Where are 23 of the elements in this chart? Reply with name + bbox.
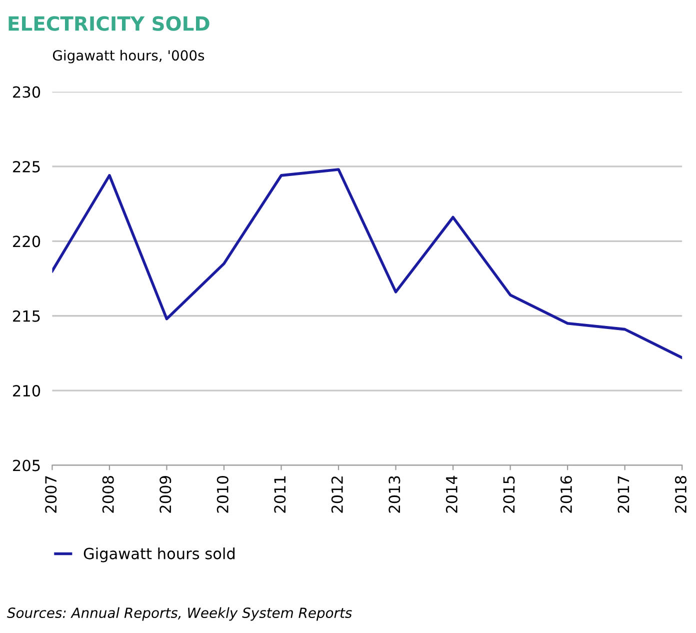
x-tick-label: 2009 bbox=[160, 476, 172, 513]
y-tick-label: 225 bbox=[13, 160, 40, 172]
y-tick-label: 215 bbox=[13, 310, 40, 322]
x-tick-label: 2010 bbox=[216, 476, 228, 513]
x-tick-label: 2016 bbox=[560, 476, 572, 513]
y-tick-label: 230 bbox=[13, 86, 40, 98]
x-tick-label: 2008 bbox=[102, 476, 114, 513]
y-tick-label: 210 bbox=[13, 385, 40, 397]
y-tick-label: 205 bbox=[13, 460, 40, 472]
x-tick-label: 2014 bbox=[446, 476, 458, 513]
x-tick-label: 2012 bbox=[331, 476, 343, 513]
y-tick-label: 220 bbox=[13, 236, 40, 248]
x-tick-label: 2015 bbox=[503, 476, 515, 513]
y-axis-title: Gigawatt hours, '000s bbox=[52, 50, 204, 64]
legend-label: Gigawatt hours sold bbox=[84, 547, 235, 562]
chart-title: ELECTRICITY SOLD bbox=[8, 16, 210, 31]
x-tick-label: 2011 bbox=[274, 476, 286, 513]
x-tick-label: 2017 bbox=[618, 476, 630, 513]
source-note: Sources: Annual Reports, Weekly System Reports bbox=[7, 607, 352, 621]
x-tick-label: 2007 bbox=[45, 476, 57, 513]
line-series bbox=[52, 168, 682, 360]
x-tick-label: 2013 bbox=[388, 476, 400, 513]
x-tick-label: 2018 bbox=[674, 476, 687, 513]
